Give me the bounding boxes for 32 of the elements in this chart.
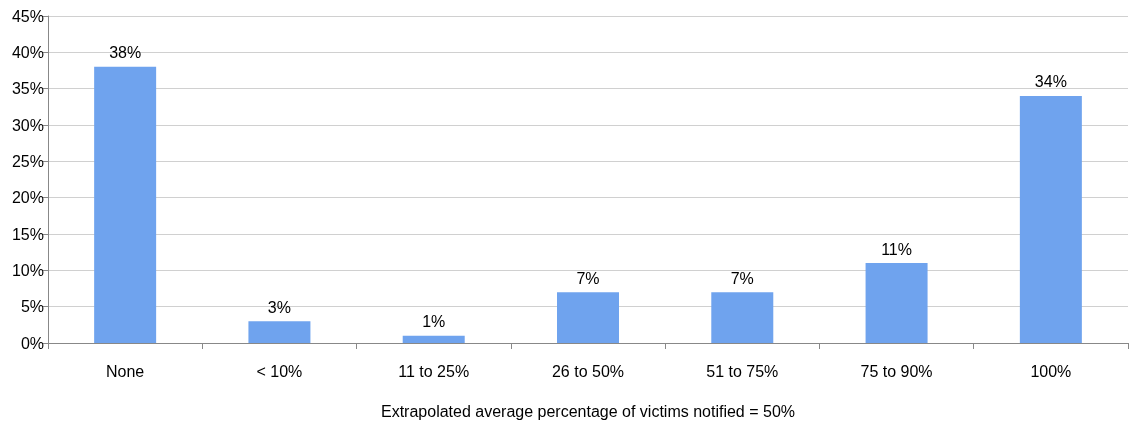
bar: [402, 335, 465, 343]
y-tick-label: 5%: [20, 298, 44, 316]
data-label: 38%: [109, 44, 142, 62]
x-tick-label: 51 to 75%: [706, 362, 779, 380]
x-tick-label: None: [106, 362, 145, 380]
bar: [248, 321, 311, 343]
bar: [711, 292, 774, 343]
x-axis-title: Extrapolated average percentage of victims notified = 50%: [380, 402, 796, 420]
y-tick-label: 45%: [11, 7, 44, 25]
data-label: 1%: [422, 313, 446, 331]
y-tick-label: 15%: [11, 225, 44, 243]
y-tick-label: 30%: [11, 116, 44, 134]
y-tick-label: 0%: [20, 334, 44, 352]
y-tick-label: 35%: [11, 80, 44, 98]
x-tick-label: 100%: [1030, 362, 1072, 380]
data-label: 3%: [267, 298, 291, 316]
y-tick-label: 25%: [11, 152, 44, 170]
x-tick-label: 75 to 90%: [860, 362, 933, 380]
bar: [557, 292, 619, 343]
data-label: 34%: [1034, 73, 1067, 91]
data-label: 11%: [881, 240, 912, 258]
x-tick-label: 26 to 50%: [551, 362, 625, 380]
x-tick-label: 11 to 25%: [398, 362, 470, 380]
data-label: 7%: [730, 269, 754, 287]
data-label: 7%: [576, 269, 600, 287]
bar: [865, 263, 928, 343]
y-tick-label: 10%: [11, 261, 44, 279]
bar: [1019, 95, 1082, 343]
y-tick-label: 40%: [11, 43, 44, 61]
y-tick-label: 20%: [11, 189, 44, 207]
x-tick-label: < 10%: [256, 362, 303, 380]
bar: [94, 66, 157, 343]
